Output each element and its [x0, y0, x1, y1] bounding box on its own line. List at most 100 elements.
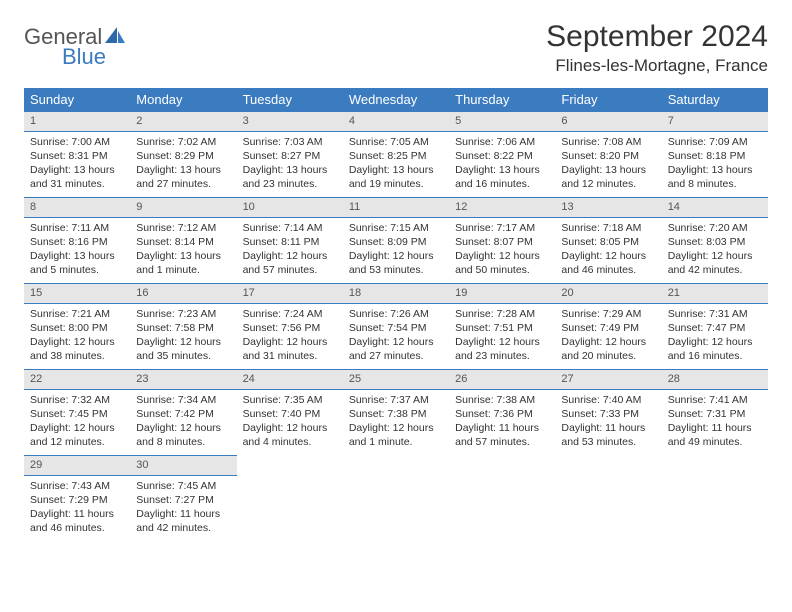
- sunrise-text: Sunrise: 7:32 AM: [30, 393, 124, 407]
- sunset-text: Sunset: 8:14 PM: [136, 235, 230, 249]
- day-number: 30: [130, 455, 236, 476]
- day-number: 8: [24, 197, 130, 218]
- sunset-text: Sunset: 7:33 PM: [561, 407, 655, 421]
- daylight-text: Daylight: 11 hours and 57 minutes.: [455, 421, 549, 449]
- day-number: 9: [130, 197, 236, 218]
- day-number: 3: [237, 111, 343, 132]
- sunset-text: Sunset: 8:03 PM: [668, 235, 762, 249]
- weekday-header: Tuesday: [237, 88, 343, 111]
- day-number: 18: [343, 283, 449, 304]
- calendar-day-cell: [237, 455, 343, 541]
- day-body: Sunrise: 7:45 AMSunset: 7:27 PMDaylight:…: [130, 476, 236, 540]
- sunrise-text: Sunrise: 7:43 AM: [30, 479, 124, 493]
- sunrise-text: Sunrise: 7:37 AM: [349, 393, 443, 407]
- calendar-day-cell: 27Sunrise: 7:40 AMSunset: 7:33 PMDayligh…: [555, 369, 661, 455]
- location-label: Flines-les-Mortagne, France: [546, 56, 768, 76]
- sunset-text: Sunset: 7:47 PM: [668, 321, 762, 335]
- sunset-text: Sunset: 8:25 PM: [349, 149, 443, 163]
- daylight-text: Daylight: 13 hours and 5 minutes.: [30, 249, 124, 277]
- sunset-text: Sunset: 7:38 PM: [349, 407, 443, 421]
- calendar-day-cell: 3Sunrise: 7:03 AMSunset: 8:27 PMDaylight…: [237, 111, 343, 197]
- calendar-week-row: 15Sunrise: 7:21 AMSunset: 8:00 PMDayligh…: [24, 283, 768, 369]
- day-number: 12: [449, 197, 555, 218]
- sunrise-text: Sunrise: 7:31 AM: [668, 307, 762, 321]
- day-body: Sunrise: 7:41 AMSunset: 7:31 PMDaylight:…: [662, 390, 768, 454]
- daylight-text: Daylight: 11 hours and 53 minutes.: [561, 421, 655, 449]
- daylight-text: Daylight: 12 hours and 57 minutes.: [243, 249, 337, 277]
- logo: General Blue: [24, 24, 126, 70]
- daylight-text: Daylight: 13 hours and 19 minutes.: [349, 163, 443, 191]
- sunrise-text: Sunrise: 7:15 AM: [349, 221, 443, 235]
- day-body: Sunrise: 7:35 AMSunset: 7:40 PMDaylight:…: [237, 390, 343, 454]
- daylight-text: Daylight: 12 hours and 27 minutes.: [349, 335, 443, 363]
- day-number: 20: [555, 283, 661, 304]
- sunset-text: Sunset: 8:16 PM: [30, 235, 124, 249]
- weekday-header-row: Sunday Monday Tuesday Wednesday Thursday…: [24, 88, 768, 111]
- day-number: 23: [130, 369, 236, 390]
- day-number: 24: [237, 369, 343, 390]
- day-body: Sunrise: 7:08 AMSunset: 8:20 PMDaylight:…: [555, 132, 661, 196]
- day-body: Sunrise: 7:31 AMSunset: 7:47 PMDaylight:…: [662, 304, 768, 368]
- calendar-day-cell: 2Sunrise: 7:02 AMSunset: 8:29 PMDaylight…: [130, 111, 236, 197]
- calendar-week-row: 29Sunrise: 7:43 AMSunset: 7:29 PMDayligh…: [24, 455, 768, 541]
- calendar-day-cell: 7Sunrise: 7:09 AMSunset: 8:18 PMDaylight…: [662, 111, 768, 197]
- sunrise-text: Sunrise: 7:21 AM: [30, 307, 124, 321]
- sunset-text: Sunset: 7:36 PM: [455, 407, 549, 421]
- calendar-week-row: 8Sunrise: 7:11 AMSunset: 8:16 PMDaylight…: [24, 197, 768, 283]
- day-number: 14: [662, 197, 768, 218]
- daylight-text: Daylight: 12 hours and 8 minutes.: [136, 421, 230, 449]
- daylight-text: Daylight: 12 hours and 4 minutes.: [243, 421, 337, 449]
- day-body: Sunrise: 7:03 AMSunset: 8:27 PMDaylight:…: [237, 132, 343, 196]
- sunset-text: Sunset: 7:56 PM: [243, 321, 337, 335]
- calendar-day-cell: 10Sunrise: 7:14 AMSunset: 8:11 PMDayligh…: [237, 197, 343, 283]
- daylight-text: Daylight: 12 hours and 12 minutes.: [30, 421, 124, 449]
- day-body: Sunrise: 7:00 AMSunset: 8:31 PMDaylight:…: [24, 132, 130, 196]
- sunrise-text: Sunrise: 7:12 AM: [136, 221, 230, 235]
- weekday-header: Thursday: [449, 88, 555, 111]
- sunset-text: Sunset: 7:29 PM: [30, 493, 124, 507]
- day-body: Sunrise: 7:12 AMSunset: 8:14 PMDaylight:…: [130, 218, 236, 282]
- daylight-text: Daylight: 12 hours and 31 minutes.: [243, 335, 337, 363]
- daylight-text: Daylight: 13 hours and 23 minutes.: [243, 163, 337, 191]
- daylight-text: Daylight: 13 hours and 27 minutes.: [136, 163, 230, 191]
- calendar-day-cell: 20Sunrise: 7:29 AMSunset: 7:49 PMDayligh…: [555, 283, 661, 369]
- daylight-text: Daylight: 13 hours and 16 minutes.: [455, 163, 549, 191]
- month-title: September 2024: [546, 20, 768, 54]
- sunrise-text: Sunrise: 7:29 AM: [561, 307, 655, 321]
- calendar-day-cell: 14Sunrise: 7:20 AMSunset: 8:03 PMDayligh…: [662, 197, 768, 283]
- day-number: 2: [130, 111, 236, 132]
- day-number: 26: [449, 369, 555, 390]
- daylight-text: Daylight: 12 hours and 23 minutes.: [455, 335, 549, 363]
- sunrise-text: Sunrise: 7:26 AM: [349, 307, 443, 321]
- day-body: Sunrise: 7:21 AMSunset: 8:00 PMDaylight:…: [24, 304, 130, 368]
- day-body: Sunrise: 7:02 AMSunset: 8:29 PMDaylight:…: [130, 132, 236, 196]
- sunset-text: Sunset: 8:29 PM: [136, 149, 230, 163]
- sunrise-text: Sunrise: 7:09 AM: [668, 135, 762, 149]
- day-body: Sunrise: 7:32 AMSunset: 7:45 PMDaylight:…: [24, 390, 130, 454]
- day-number: 28: [662, 369, 768, 390]
- sunrise-text: Sunrise: 7:06 AM: [455, 135, 549, 149]
- sunrise-text: Sunrise: 7:23 AM: [136, 307, 230, 321]
- day-body: Sunrise: 7:17 AMSunset: 8:07 PMDaylight:…: [449, 218, 555, 282]
- daylight-text: Daylight: 12 hours and 1 minute.: [349, 421, 443, 449]
- sunrise-text: Sunrise: 7:24 AM: [243, 307, 337, 321]
- sunset-text: Sunset: 8:00 PM: [30, 321, 124, 335]
- sunrise-text: Sunrise: 7:35 AM: [243, 393, 337, 407]
- sunset-text: Sunset: 8:31 PM: [30, 149, 124, 163]
- weekday-header: Sunday: [24, 88, 130, 111]
- sunset-text: Sunset: 7:49 PM: [561, 321, 655, 335]
- day-number: 17: [237, 283, 343, 304]
- title-block: September 2024 Flines-les-Mortagne, Fran…: [546, 20, 768, 76]
- daylight-text: Daylight: 12 hours and 42 minutes.: [668, 249, 762, 277]
- sunrise-text: Sunrise: 7:14 AM: [243, 221, 337, 235]
- sunrise-text: Sunrise: 7:05 AM: [349, 135, 443, 149]
- day-body: Sunrise: 7:28 AMSunset: 7:51 PMDaylight:…: [449, 304, 555, 368]
- calendar-day-cell: 18Sunrise: 7:26 AMSunset: 7:54 PMDayligh…: [343, 283, 449, 369]
- day-body: Sunrise: 7:40 AMSunset: 7:33 PMDaylight:…: [555, 390, 661, 454]
- logo-text-blue: Blue: [62, 44, 126, 70]
- sunset-text: Sunset: 8:27 PM: [243, 149, 337, 163]
- sunset-text: Sunset: 7:27 PM: [136, 493, 230, 507]
- calendar-day-cell: 6Sunrise: 7:08 AMSunset: 8:20 PMDaylight…: [555, 111, 661, 197]
- calendar-day-cell: [449, 455, 555, 541]
- calendar-day-cell: 24Sunrise: 7:35 AMSunset: 7:40 PMDayligh…: [237, 369, 343, 455]
